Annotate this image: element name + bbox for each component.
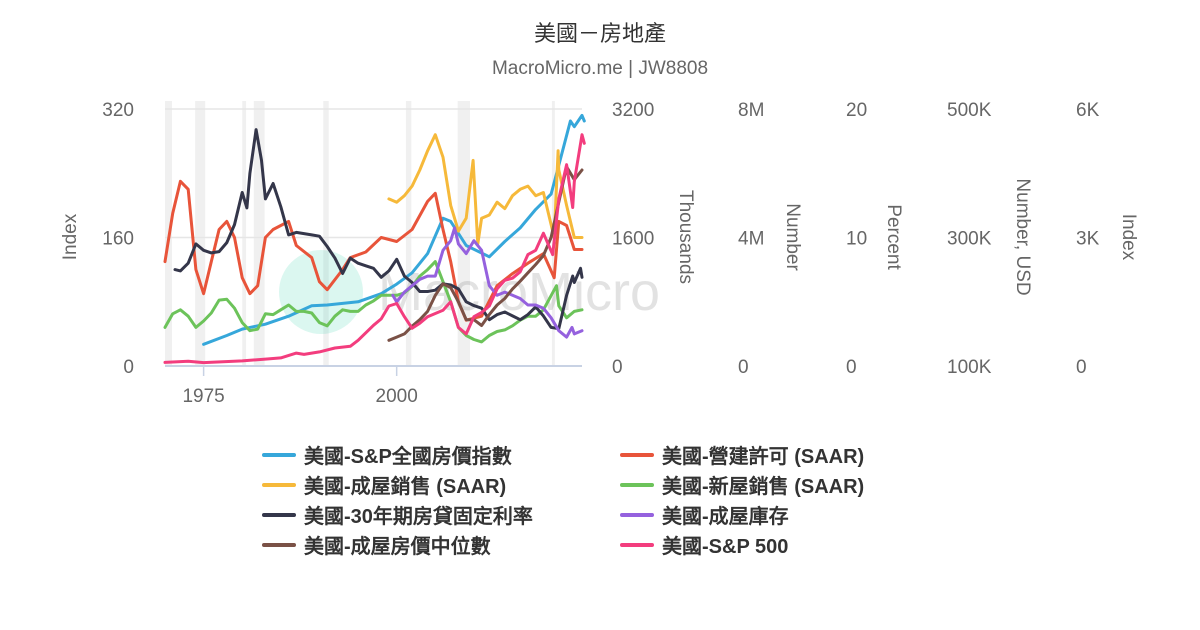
legend-label: 美國-S&P全國房價指數 [304, 446, 512, 468]
legend-swatch [262, 452, 296, 457]
x-tick-label: 2000 [376, 386, 418, 407]
y-tick-label-usd: 300K [947, 229, 992, 250]
series-line-3 [163, 260, 584, 344]
y-tick-label-percent: 20 [846, 100, 867, 121]
y-axis-title-usd: Number, USD [1012, 178, 1033, 295]
y-tick-label-left: 0 [123, 357, 134, 378]
legend-label: 美國-30年期房貸固定利率 [304, 506, 533, 528]
y-tick-label-left: 320 [102, 100, 134, 121]
legend-label: 美國-營建許可 (SAAR) [662, 446, 865, 468]
series-line-4 [173, 128, 584, 331]
y-tick-label-index_right: 3K [1076, 229, 1100, 250]
legend-item[interactable]: 美國-成屋銷售 (SAAR) [262, 470, 506, 499]
y-tick-label-percent: 10 [846, 229, 867, 250]
recession-band [195, 101, 206, 366]
legend-item[interactable]: 美國-成屋房價中位數 [262, 530, 491, 559]
legend-swatch [620, 482, 654, 487]
legend-swatch [262, 482, 296, 487]
watermark-logo [279, 250, 363, 334]
y-tick-label-index_right: 6K [1076, 100, 1100, 121]
x-tick-label: 1975 [182, 386, 224, 407]
legend-swatch [262, 512, 296, 517]
legend-item[interactable]: 美國-S&P 500 [620, 530, 788, 559]
y-tick-label-number: 4M [738, 229, 764, 250]
legend-swatch [620, 452, 654, 457]
series-line-7 [163, 133, 586, 365]
legend-swatch [620, 512, 654, 517]
legend-swatch [262, 542, 296, 547]
y-tick-label-index_right: 0 [1076, 357, 1087, 378]
y-tick-label-left: 160 [102, 229, 134, 250]
y-axis-title-percent: Percent [883, 204, 904, 270]
legend-item[interactable]: 美國-成屋庫存 [620, 500, 789, 529]
legend-label: 美國-成屋庫存 [662, 506, 789, 528]
y-axis-title-left: Index [60, 213, 81, 260]
legend-label: 美國-成屋房價中位數 [304, 536, 491, 558]
series-line-6 [387, 165, 584, 342]
recession-band [457, 101, 471, 366]
recession-band [323, 101, 329, 366]
legend-label: 美國-S&P 500 [662, 536, 789, 558]
y-tick-label-number: 8M [738, 100, 764, 121]
y-tick-label-usd: 500K [947, 100, 992, 121]
y-tick-label-thousands: 3200 [612, 100, 654, 121]
y-tick-label-usd: 100K [947, 357, 992, 378]
y-tick-label-thousands: 1600 [612, 229, 654, 250]
chart-plot: MacroMicro 1975 20000160320Index016003200… [60, 100, 1139, 407]
legend-item[interactable]: 美國-新屋銷售 (SAAR) [620, 470, 864, 499]
series-line-1 [163, 179, 584, 322]
series-line-2 [387, 133, 584, 246]
y-axis-title-number: Number [782, 203, 803, 271]
legend-item[interactable]: 美國-營建許可 (SAAR) [620, 440, 864, 469]
y-tick-label-percent: 0 [846, 357, 857, 378]
chart-title: 美國－房地產 [533, 21, 666, 46]
y-tick-label-thousands: 0 [612, 357, 623, 378]
series-line-5 [391, 226, 584, 339]
y-tick-label-number: 0 [738, 357, 749, 378]
chart-subtitle: MacroMicro.me | JW8808 [491, 58, 709, 79]
legend-item[interactable]: 美國-S&P全國房價指數 [262, 440, 512, 469]
recession-band [253, 101, 265, 366]
legend-item[interactable]: 美國-30年期房貸固定利率 [262, 500, 533, 529]
legend-swatch [620, 542, 654, 547]
y-axis-title-index_right: Index [1118, 214, 1139, 261]
legend-label: 美國-成屋銷售 (SAAR) [304, 476, 507, 498]
recession-band [242, 101, 247, 366]
y-axis-title-thousands: Thousands [675, 190, 696, 284]
legend-label: 美國-新屋銷售 (SAAR) [662, 476, 865, 498]
